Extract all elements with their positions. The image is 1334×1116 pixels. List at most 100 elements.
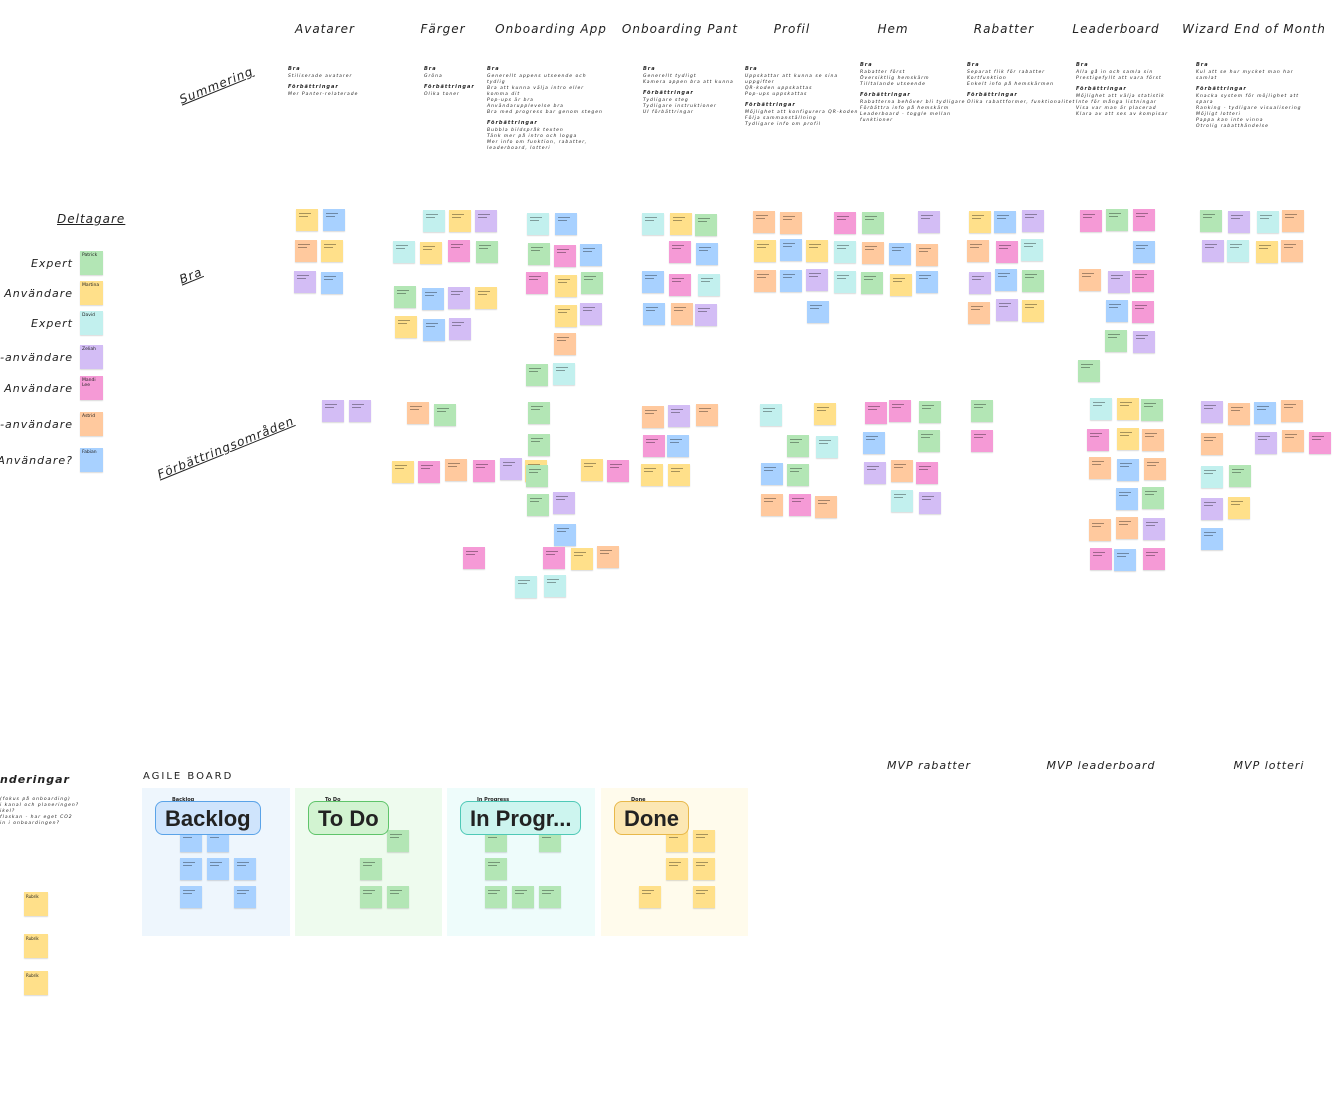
sticky-note (476, 241, 498, 263)
summary: Bra Gröna Förbättringar Olika toner (424, 62, 544, 98)
summary-item: Kortfunktion (967, 76, 1007, 81)
note-line (1284, 247, 1293, 248)
note-line (997, 218, 1006, 219)
note-line (1136, 216, 1145, 217)
note-line (452, 325, 461, 326)
sticky-note (526, 364, 548, 386)
note-line (437, 408, 449, 409)
note-line (1312, 439, 1321, 440)
note-line (892, 250, 901, 251)
note-line (1025, 214, 1037, 215)
note-line (1093, 552, 1105, 553)
sticky-note (1201, 528, 1223, 550)
note-line (1312, 436, 1324, 437)
note-line (998, 276, 1007, 277)
sticky-note (448, 287, 470, 309)
sticky-note (1282, 210, 1304, 232)
sticky-note (1022, 210, 1044, 232)
note-line (1145, 491, 1157, 492)
note-line (1204, 405, 1216, 406)
note-line (1230, 247, 1239, 248)
lane-pill: To Do (308, 801, 389, 835)
summary-item: Rabatter först (860, 70, 906, 75)
note-line (1284, 244, 1296, 245)
participant-role: Expert (30, 317, 73, 330)
note-line (584, 463, 596, 464)
note-line (669, 865, 678, 866)
note-line (672, 278, 684, 279)
note-line (1136, 338, 1145, 339)
sticky-note (571, 548, 593, 570)
sticky-note (669, 241, 691, 263)
sticky-note (423, 210, 445, 232)
sticky-note (475, 210, 497, 232)
sticky-note (780, 212, 802, 234)
participant-role: Användare (4, 382, 73, 395)
note-line (699, 250, 708, 251)
note-line (699, 408, 711, 409)
summary-item: Möjligt lotteri (1196, 112, 1241, 117)
note-line (1231, 410, 1240, 411)
note-line (809, 244, 821, 245)
note-line (672, 245, 684, 246)
note-line (547, 582, 556, 583)
sticky-note (180, 858, 202, 880)
summary: Bra Generellt tydligt Kamera appen bra att… (643, 62, 763, 116)
note-line (974, 437, 983, 438)
summary-item: Generellt appens utseende och tydlig (487, 74, 587, 85)
sticky-note (581, 459, 603, 481)
sticky-note (553, 492, 575, 514)
sticky-note (544, 575, 566, 597)
note-line (298, 247, 307, 248)
row-label: Summering (177, 64, 256, 107)
note-line (397, 290, 409, 291)
summary-item: Pappa kan inte vinna (1196, 118, 1264, 123)
note-line (1093, 555, 1102, 556)
sticky-note (996, 241, 1018, 263)
note-line (1109, 304, 1121, 305)
note-line (503, 465, 512, 466)
note-line (1025, 274, 1037, 275)
note-line (557, 340, 566, 341)
note-line (1119, 492, 1131, 493)
note-line (701, 278, 713, 279)
sticky-note (422, 288, 444, 310)
summary-heading: Bra (1076, 62, 1089, 68)
note-line (530, 501, 539, 502)
note-line (866, 439, 875, 440)
note-line (1257, 409, 1266, 410)
note-line (971, 309, 980, 310)
note-line (756, 218, 765, 219)
sticky-note (760, 404, 782, 426)
sticky-note (816, 436, 838, 458)
note-line (398, 320, 410, 321)
note-line (672, 281, 681, 282)
note-line (999, 248, 1008, 249)
note-line (515, 890, 527, 891)
note-line (1232, 472, 1241, 473)
sticky-note (528, 434, 550, 456)
summary: Bra Kul att se hur mycket man har samlat F… (1196, 58, 1316, 130)
summary-item: Generellt tydligt (643, 74, 697, 79)
note-line (1204, 502, 1216, 503)
summary-item: Stiliserade avatarer (288, 74, 353, 79)
note-line (919, 251, 928, 252)
summary-item: Olika rabattformer, funktionalitet (967, 100, 1076, 105)
note-line (583, 310, 592, 311)
note-line (819, 440, 831, 441)
note-line (1146, 552, 1158, 553)
note-line (556, 367, 568, 368)
sticky-note (528, 402, 550, 424)
sticky-note (1144, 458, 1166, 480)
note-line (1258, 436, 1270, 437)
sticky-note (528, 243, 550, 265)
sticky-note (1022, 300, 1044, 322)
note-line (600, 553, 609, 554)
note-line (837, 219, 846, 220)
note-line (922, 499, 931, 500)
note-line (698, 218, 710, 219)
participant-role: ke-användare (0, 351, 73, 364)
sticky-note (473, 460, 495, 482)
sticky-note (1089, 457, 1111, 479)
summary-item: Uppskattar att kunna se sina uppgifter (745, 74, 839, 85)
